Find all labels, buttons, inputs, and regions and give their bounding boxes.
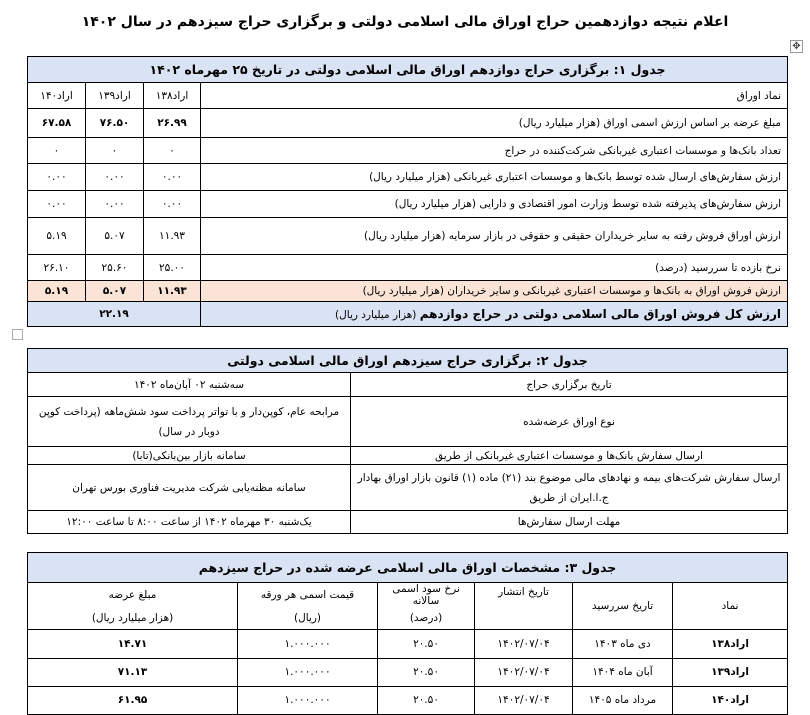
table-move-handle-icon[interactable]: ✥ xyxy=(790,40,803,53)
header-rate-unit: (درصد) xyxy=(377,607,476,630)
row-label: ارزش سفارش‌های پذیرفته شده توسط وزارت ام… xyxy=(200,190,788,218)
row-label: مهلت ارسال سفارش‌ها xyxy=(350,510,788,534)
cell-value: ۲۵.۰۰ xyxy=(143,254,201,281)
row-label: تعداد بانک‌ها و موسسات اعتباری غیربانکی … xyxy=(200,137,788,164)
paragraph-mark-icon xyxy=(12,329,23,340)
cell-issue: ۱۴۰۲/۰۷/۰۴ xyxy=(474,657,574,687)
cell-maturity: دی ماه ۱۴۰۳ xyxy=(572,628,674,659)
table-row: تاریخ برگزاری حراج سه‌شنبه ۰۲ آبان‌ماه ۱… xyxy=(27,372,788,397)
cell-value: ۰.۰۰ xyxy=(143,163,201,191)
cell-maturity: آبان ماه ۱۴۰۴ xyxy=(572,657,674,687)
cell-value: ۰.۰۰ xyxy=(85,163,144,191)
table-row-highlighted: ارزش فروش اوراق به بانک‌ها و موسسات اعتب… xyxy=(27,280,788,302)
cell-value: ۵.۱۹ xyxy=(27,217,86,255)
cell-symbol: اراد۱۳۸ xyxy=(672,628,789,659)
table-row: اراد۱۴۰ مرداد ماه ۱۴۰۵ ۱۴۰۲/۰۷/۰۴ ۲۰.۵۰ … xyxy=(26,685,789,715)
row-label: نرخ بازده تا سررسید (درصد) xyxy=(200,254,788,281)
table-row: ارسال سفارش شرکت‌های بیمه و نهادهای مالی… xyxy=(27,464,788,511)
cell-value: ۵.۰۷ xyxy=(85,217,144,255)
header-maturity: تاریخ سررسید xyxy=(572,582,674,630)
row-label: مبلغ عرضه بر اساس ارزش اسمی اوراق (هزار … xyxy=(200,108,788,138)
table-row: مبلغ عرضه بر اساس ارزش اسمی اوراق (هزار … xyxy=(27,108,788,138)
table-row: مهلت ارسال سفارش‌ها یک‌شنبه ۳۰ مهرماه ۱۴… xyxy=(27,510,788,534)
table-2-auction-13: جدول ۲: برگزاری حراج سیزدهم اوراق مالی ا… xyxy=(27,348,788,534)
cell-value: ۷۶.۵۰ xyxy=(85,108,144,138)
cell-value: ۶۷.۵۸ xyxy=(27,108,86,138)
table-row: ارزش سفارش‌های ارسال شده توسط بانک‌ها و … xyxy=(27,163,788,191)
header-col: اراد۱۳۸ xyxy=(143,82,201,109)
cell-value: ۱۱.۹۳ xyxy=(143,217,201,255)
header-amount: مبلغ عرضه xyxy=(26,582,239,607)
table-row: ارزش سفارش‌های پذیرفته شده توسط وزارت ام… xyxy=(27,190,788,218)
row-value: سه‌شنبه ۰۲ آبان‌ماه ۱۴۰۲ xyxy=(27,372,351,397)
table-1-title: جدول ۱: برگزاری حراج دوازدهم اوراق مالی … xyxy=(27,56,788,83)
cell-symbol: اراد۱۴۰ xyxy=(672,685,789,715)
row-value: یک‌شنبه ۳۰ مهرماه ۱۴۰۲ از ساعت ۸:۰۰ تا س… xyxy=(27,510,351,534)
cell-value: ۲۵.۶۰ xyxy=(85,254,144,281)
cell-value: ۰ xyxy=(143,137,201,164)
total-label-unit: (هزار میلیارد ریال) xyxy=(335,309,417,321)
cell-value: ۰.۰۰ xyxy=(27,190,86,218)
table-row: نوع اوراق عرضه‌شده مرابحه عام، کوپن‌دار … xyxy=(27,396,788,447)
cell-value: ۰.۰۰ xyxy=(27,163,86,191)
total-label-bold: ارزش کل فروش اوراق مالی اسلامی دولتی در … xyxy=(419,307,781,321)
document-title: اعلام نتیجه دوازدهمین حراج اوراق مالی اس… xyxy=(81,14,729,30)
cell-maturity: مرداد ماه ۱۴۰۵ xyxy=(572,685,674,715)
header-col: اراد۱۳۹ xyxy=(85,82,144,109)
table-row: اراد۱۳۹ آبان ماه ۱۴۰۴ ۱۴۰۲/۰۷/۰۴ ۲۰.۵۰ ۱… xyxy=(26,657,789,687)
row-label: ارزش اوراق فروش رفته به سایر خریداران حق… xyxy=(200,217,788,255)
table-row: ارسال سفارش بانک‌ها و موسسات اعتباری غیر… xyxy=(27,446,788,465)
table-3-securities-spec: جدول ۳: مشخصات اوراق مالی اسلامی عرضه شد… xyxy=(26,552,789,715)
row-label: ارسال سفارش بانک‌ها و موسسات اعتباری غیر… xyxy=(350,446,788,465)
row-label: تاریخ برگزاری حراج xyxy=(350,372,788,397)
table-1-auction-12: جدول ۱: برگزاری حراج دوازدهم اوراق مالی … xyxy=(27,56,788,327)
table-2-title: جدول ۲: برگزاری حراج سیزدهم اوراق مالی ا… xyxy=(27,348,788,373)
row-label: ارزش سفارش‌های ارسال شده توسط بانک‌ها و … xyxy=(200,163,788,191)
header-rate: نرخ سود اسمی سالانه xyxy=(377,582,476,607)
cell-symbol: اراد۱۳۹ xyxy=(672,657,789,687)
cell-value: ۰ xyxy=(27,137,86,164)
header-col: اراد۱۴۰ xyxy=(27,82,86,109)
table-row: تعداد بانک‌ها و موسسات اعتباری غیربانکی … xyxy=(27,137,788,164)
cell-value: ۰ xyxy=(85,137,144,164)
table-row-total: ارزش کل فروش اوراق مالی اسلامی دولتی در … xyxy=(27,301,788,327)
row-label: ارزش فروش اوراق به بانک‌ها و موسسات اعتب… xyxy=(200,280,788,302)
header-symbol: نماد اوراق xyxy=(200,82,788,109)
row-label: ارسال سفارش شرکت‌های بیمه و نهادهای مالی… xyxy=(350,464,788,511)
cell-value: ۰.۰۰ xyxy=(143,190,201,218)
cell-amount: ۷۱.۱۳ xyxy=(26,657,239,687)
cell-rate: ۲۰.۵۰ xyxy=(377,657,476,687)
row-label: نوع اوراق عرضه‌شده xyxy=(350,396,788,447)
cell-value: ۲۶.۱۰ xyxy=(27,254,86,281)
cell-face: ۱.۰۰۰.۰۰۰ xyxy=(237,685,379,715)
header-amount-unit: (هزار میلیارد ریال) xyxy=(26,607,239,630)
table-3-title: جدول ۳: مشخصات اوراق مالی اسلامی عرضه شد… xyxy=(26,552,789,583)
table-row: نرخ بازده تا سررسید (درصد) ۲۵.۰۰ ۲۵.۶۰ ۲… xyxy=(27,254,788,281)
cell-amount: ۱۴.۷۱ xyxy=(26,628,239,659)
cell-issue: ۱۴۰۲/۰۷/۰۴ xyxy=(474,685,574,715)
total-label: ارزش کل فروش اوراق مالی اسلامی دولتی در … xyxy=(200,301,788,327)
cell-value: ۵.۰۷ xyxy=(85,280,144,302)
cell-face: ۱.۰۰۰.۰۰۰ xyxy=(237,657,379,687)
row-value: سامانه مظنه‌یابی شرکت مدیریت فناوری بورس… xyxy=(27,464,351,511)
cell-amount: ۶۱.۹۵ xyxy=(26,685,239,715)
cell-rate: ۲۰.۵۰ xyxy=(377,685,476,715)
cell-value: ۲۶.۹۹ xyxy=(143,108,201,138)
row-value: مرابحه عام، کوپن‌دار و با تواتر پرداخت س… xyxy=(27,396,351,447)
cell-value: ۵.۱۹ xyxy=(27,280,86,302)
cell-value: ۱۱.۹۳ xyxy=(143,280,201,302)
table-row: اراد۱۳۸ دی ماه ۱۴۰۳ ۱۴۰۲/۰۷/۰۴ ۲۰.۵۰ ۱.۰… xyxy=(26,628,789,659)
total-value: ۲۲.۱۹ xyxy=(27,301,201,327)
row-value: سامانه بازار بین‌بانکی(تابا) xyxy=(27,446,351,465)
cell-value: ۰.۰۰ xyxy=(85,190,144,218)
cell-rate: ۲۰.۵۰ xyxy=(377,628,476,659)
header-issue-date: تاریخ انتشار xyxy=(474,582,574,630)
cell-face: ۱.۰۰۰.۰۰۰ xyxy=(237,628,379,659)
cell-issue: ۱۴۰۲/۰۷/۰۴ xyxy=(474,628,574,659)
header-symbol: نماد xyxy=(672,582,789,630)
header-face-unit: (ریال) xyxy=(237,607,379,630)
table-row: ارزش اوراق فروش رفته به سایر خریداران حق… xyxy=(27,217,788,255)
header-face-value: قیمت اسمی هر ورقه xyxy=(237,582,379,607)
